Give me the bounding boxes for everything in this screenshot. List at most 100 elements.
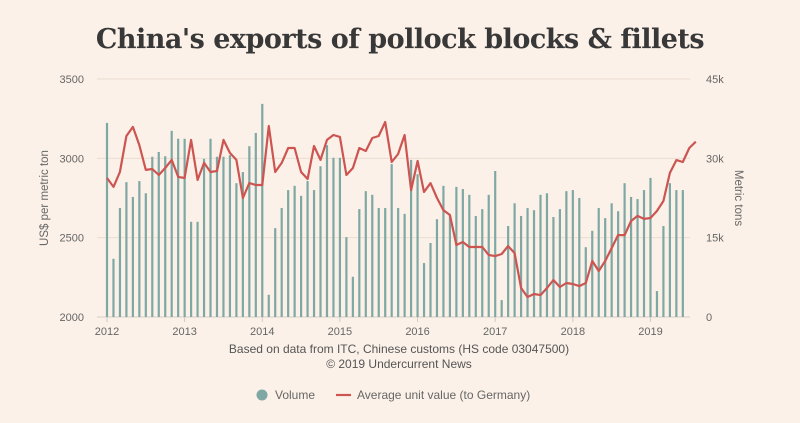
volume-bar bbox=[202, 158, 206, 317]
volume-bar bbox=[532, 210, 536, 317]
volume-bar bbox=[280, 208, 283, 317]
x-tick-label: 2012 bbox=[95, 326, 119, 338]
volume-bar bbox=[455, 186, 458, 317]
volume-bar bbox=[668, 183, 671, 317]
chart-title: China's exports of pollock blocks & fill… bbox=[95, 24, 705, 55]
volume-bar bbox=[519, 215, 523, 317]
volume-bar bbox=[429, 242, 432, 317]
x-tick-label: 2014 bbox=[250, 326, 274, 338]
volume-bar bbox=[435, 219, 439, 317]
volume-bar bbox=[222, 156, 225, 317]
volume-bar bbox=[655, 291, 659, 317]
volume-bar bbox=[105, 122, 109, 317]
y-right-tick-label: 45k bbox=[706, 74, 724, 86]
volume-bar bbox=[287, 190, 290, 317]
volume-bar bbox=[138, 181, 141, 317]
volume-bar bbox=[448, 214, 452, 317]
y-left-tick-label: 3000 bbox=[60, 153, 84, 165]
x-tick-label: 2016 bbox=[405, 326, 429, 338]
volume-bar bbox=[345, 237, 348, 317]
volume-bar bbox=[474, 215, 477, 317]
volume-bar bbox=[170, 130, 173, 317]
y-left-axis-title: US$ per metric ton bbox=[39, 150, 51, 246]
volume-bar bbox=[384, 208, 387, 317]
y-right-tick-label: 30k bbox=[706, 153, 724, 165]
volume-bar bbox=[442, 185, 445, 317]
volume-bar bbox=[662, 226, 665, 317]
volume-bar bbox=[642, 190, 646, 317]
volume-bar bbox=[591, 230, 594, 317]
volume-bar bbox=[228, 155, 232, 317]
volume-bar bbox=[164, 156, 167, 317]
volume-bar bbox=[507, 226, 510, 317]
volume-bar bbox=[681, 190, 684, 317]
volume-bar bbox=[177, 138, 180, 317]
volume-bar bbox=[623, 183, 626, 317]
volume-bar bbox=[371, 194, 374, 317]
copyright-note: © 2019 Undercurrent News bbox=[326, 357, 472, 371]
volume-bar bbox=[112, 258, 115, 317]
volume-bar bbox=[300, 195, 303, 317]
x-tick-label: 2013 bbox=[172, 326, 196, 338]
volume-bar bbox=[494, 171, 497, 317]
volume-bar bbox=[351, 276, 354, 317]
volume-bar bbox=[312, 190, 316, 317]
volume-bar bbox=[209, 138, 212, 317]
volume-bar bbox=[481, 209, 484, 317]
volume-bar bbox=[215, 156, 219, 317]
auv-line bbox=[106, 120, 697, 299]
x-tick-label: 2019 bbox=[638, 326, 662, 338]
volume-bar bbox=[552, 217, 555, 317]
x-tick-label: 2018 bbox=[561, 326, 585, 338]
x-tick-label: 2015 bbox=[328, 326, 352, 338]
volume-bar bbox=[144, 193, 147, 317]
volume-bar bbox=[131, 196, 134, 317]
legend-volume-label: Volume bbox=[275, 388, 315, 402]
volume-bar bbox=[617, 211, 620, 317]
volume-bar bbox=[513, 203, 516, 317]
volume-bar bbox=[565, 191, 568, 317]
volume-bar bbox=[377, 208, 380, 317]
source-note: Based on data from ITC, Chinese customs … bbox=[229, 342, 569, 356]
volume-bar bbox=[332, 157, 335, 317]
legend-auv-label: Average unit value (to Germany) bbox=[357, 388, 530, 402]
volume-bar bbox=[604, 218, 607, 317]
volume-bar bbox=[539, 194, 542, 317]
volume-bar bbox=[151, 156, 154, 317]
volume-bar bbox=[610, 203, 613, 317]
volume-bar bbox=[397, 208, 400, 317]
volume-bar bbox=[390, 164, 393, 317]
volume-bar bbox=[293, 185, 296, 317]
volume-bar bbox=[274, 228, 277, 317]
volume-bar bbox=[629, 196, 633, 317]
volume-bar bbox=[649, 177, 652, 317]
volume-bar bbox=[461, 189, 464, 317]
volume-bar bbox=[675, 190, 678, 317]
y-right-tick-label: 15k bbox=[706, 233, 724, 245]
volume-bar bbox=[241, 172, 244, 317]
volume-bar bbox=[422, 263, 426, 317]
volume-bar bbox=[636, 199, 639, 317]
volume-bar bbox=[597, 208, 600, 317]
volume-bar bbox=[306, 181, 309, 317]
volume-bar bbox=[364, 191, 367, 317]
volume-bar bbox=[261, 103, 264, 317]
y-left-tick-label: 2500 bbox=[60, 233, 84, 245]
volume-bar bbox=[254, 132, 257, 317]
volume-bar bbox=[183, 138, 186, 317]
volume-bar bbox=[325, 145, 329, 317]
legend-volume-marker bbox=[256, 389, 268, 401]
volume-bar bbox=[500, 300, 503, 317]
y-right-tick-label: 0 bbox=[706, 312, 712, 324]
volume-bar bbox=[416, 174, 419, 317]
volume-bar bbox=[526, 208, 529, 317]
volume-bar bbox=[338, 157, 342, 317]
volume-bar bbox=[409, 159, 413, 317]
volume-bar bbox=[319, 166, 322, 317]
volume-bar bbox=[235, 183, 238, 317]
x-tick-label: 2017 bbox=[483, 326, 507, 338]
volume-bar bbox=[468, 194, 471, 317]
y-right-axis-title: Metric tons bbox=[732, 170, 744, 226]
